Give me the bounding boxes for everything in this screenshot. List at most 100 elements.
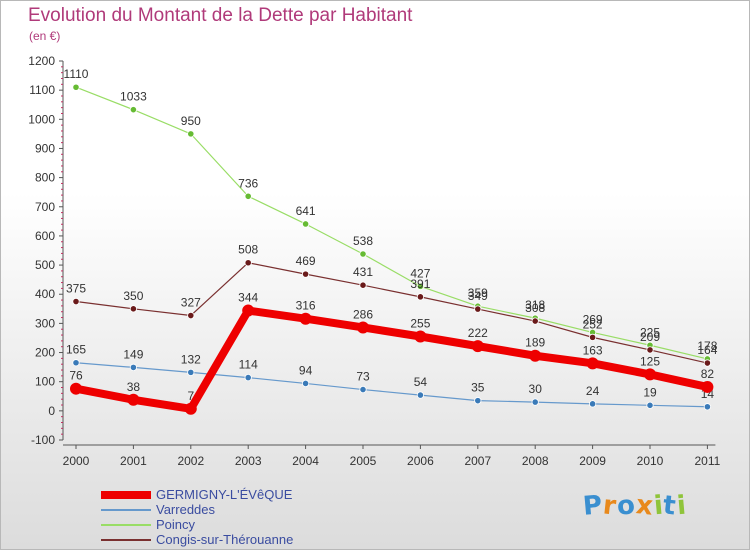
x-tick-label: 2002 (177, 454, 204, 468)
y-tick-label: 0 (48, 404, 55, 418)
x-tick-label: 2006 (407, 454, 434, 468)
y-tick-label: 1200 (28, 54, 55, 68)
data-label: 19 (643, 385, 657, 399)
data-label: 178 (697, 339, 717, 353)
x-tick-label: 2010 (637, 454, 664, 468)
data-label: 375 (66, 282, 86, 296)
data-label: 149 (123, 347, 143, 361)
data-label: 950 (181, 114, 201, 128)
data-point (72, 83, 80, 91)
x-tick-label: 2005 (350, 454, 377, 468)
y-tick-label: 300 (35, 316, 55, 330)
data-point (72, 359, 80, 367)
y-tick-label: 600 (35, 229, 55, 243)
x-tick-label: 2001 (120, 454, 147, 468)
data-label: 736 (238, 176, 258, 190)
data-label: 7 (187, 389, 194, 403)
data-label: 286 (353, 307, 373, 321)
data-label: 427 (410, 266, 430, 280)
x-tick-label: 2003 (235, 454, 262, 468)
y-tick-label: 900 (35, 141, 55, 155)
y-tick-label: 800 (35, 171, 55, 185)
data-point (187, 368, 195, 376)
y-tick-label: 200 (35, 346, 55, 360)
data-point (646, 346, 654, 354)
data-label: 114 (239, 358, 258, 372)
data-label: 132 (181, 352, 201, 366)
proxiti-logo: Proxiti (582, 490, 688, 522)
data-point (471, 340, 484, 353)
data-label: 1110 (64, 67, 89, 81)
data-label: 308 (525, 301, 545, 315)
data-point (586, 357, 599, 370)
data-label: 30 (529, 382, 543, 396)
data-label: 255 (410, 317, 430, 331)
data-point (359, 250, 367, 258)
logo-letter: x (634, 490, 656, 522)
data-point (474, 397, 482, 405)
legend-label: Varreddes (156, 502, 216, 517)
y-tick-label: 500 (35, 258, 55, 272)
data-point (187, 130, 195, 138)
data-point (474, 305, 482, 313)
series-line (75, 362, 709, 408)
data-label: 94 (299, 363, 313, 377)
data-label: 318 (525, 298, 545, 312)
data-point (184, 402, 197, 415)
data-point (646, 401, 654, 409)
data-label: 350 (123, 289, 143, 303)
data-point (529, 349, 542, 362)
legend-label: Poincy (156, 517, 196, 532)
legend-swatch (101, 538, 151, 541)
data-label: 76 (69, 369, 83, 383)
legend-item: Varreddes (101, 502, 293, 517)
legend-label: GERMIGNY-L'ÉVêQUE (156, 487, 293, 502)
y-tick-label: -100 (31, 433, 55, 447)
series-line (72, 306, 712, 413)
data-point (301, 220, 310, 228)
data-point (531, 398, 539, 406)
data-point (242, 304, 255, 317)
x-tick-label: 2007 (464, 454, 491, 468)
data-point (588, 400, 597, 408)
legend-item: Congis-sur-Thérouanne (101, 532, 293, 547)
data-point (416, 293, 424, 301)
data-point (359, 385, 367, 394)
data-point (129, 363, 137, 372)
data-label: 344 (238, 291, 258, 305)
y-tick-label: 1100 (29, 83, 55, 97)
data-point (244, 259, 252, 267)
data-label: 225 (640, 325, 660, 339)
y-tick-label: 700 (35, 200, 55, 214)
data-label: 35 (471, 381, 485, 395)
data-label: 469 (296, 254, 316, 268)
chart-unit: (en €) (29, 29, 61, 43)
data-label: 82 (701, 367, 715, 381)
data-point (416, 391, 424, 399)
data-label: 269 (583, 312, 603, 326)
data-point (588, 333, 597, 341)
data-label: 209 (640, 330, 660, 344)
data-label: 431 (353, 265, 373, 279)
x-tick-label: 2004 (292, 454, 319, 468)
x-tick-label: 2000 (63, 454, 90, 468)
data-point (416, 282, 424, 290)
data-label: 38 (127, 380, 141, 394)
data-point (644, 368, 656, 381)
data-point (187, 311, 195, 320)
data-label: 316 (296, 299, 316, 313)
data-label: 163 (583, 343, 603, 357)
data-label: 189 (525, 336, 545, 350)
x-tick-label: 2009 (579, 454, 606, 468)
data-point (70, 382, 82, 395)
data-point (703, 359, 712, 367)
data-point (72, 297, 80, 306)
data-label: 641 (296, 204, 316, 218)
data-point (244, 374, 252, 382)
x-tick-label: 2011 (694, 454, 720, 468)
legend-item: Poincy (101, 517, 293, 532)
data-point (359, 281, 367, 289)
data-label: 252 (583, 317, 603, 331)
data-label: 54 (414, 375, 428, 389)
